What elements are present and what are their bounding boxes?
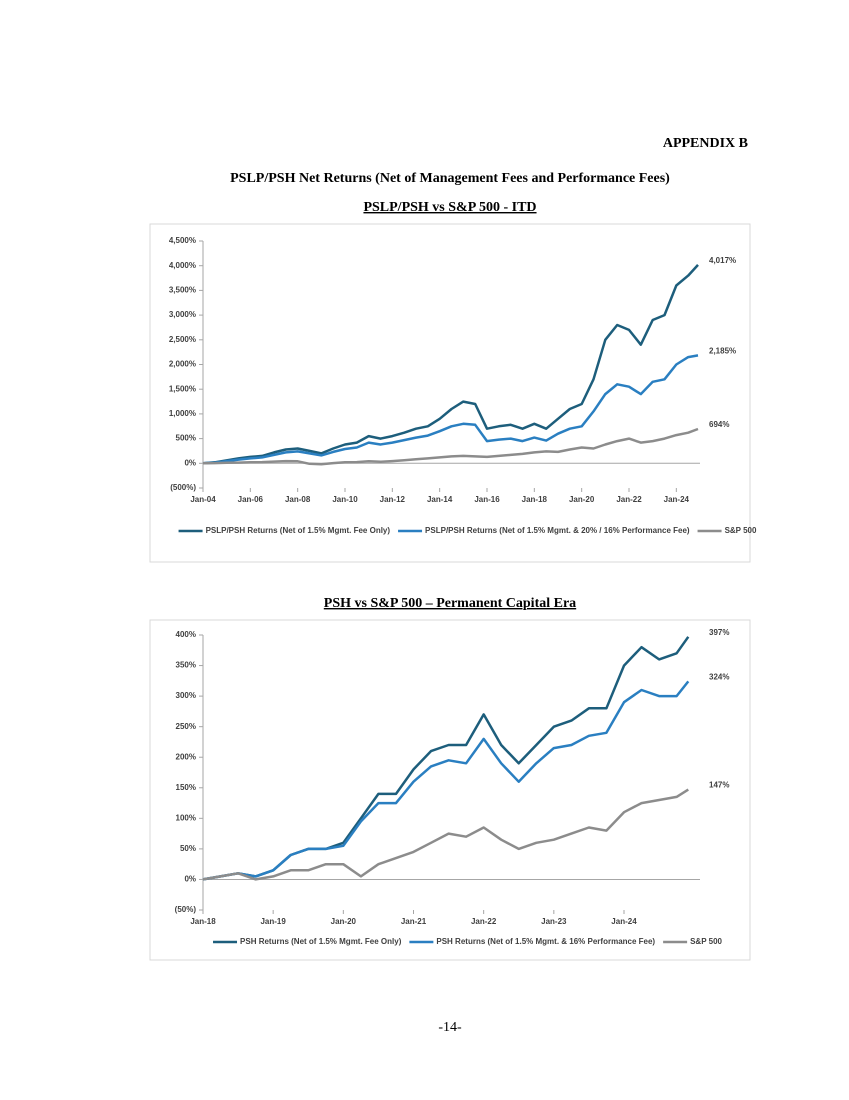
legend-label: PSLP/PSH Returns (Net of 1.5% Mgmt. & 20… bbox=[425, 526, 690, 535]
doc-title: PSLP/PSH Net Returns (Net of Management … bbox=[230, 171, 670, 186]
y-tick-label: (500%) bbox=[170, 483, 196, 492]
chart-title: PSLP/PSH vs S&P 500 - ITD bbox=[363, 200, 536, 215]
y-tick-label: 300% bbox=[176, 691, 196, 700]
x-tick-label: Jan-06 bbox=[238, 495, 264, 504]
y-tick-label: 4,500% bbox=[169, 236, 196, 245]
series-line bbox=[202, 427, 699, 466]
x-tick-label: Jan-08 bbox=[285, 495, 311, 504]
series-line bbox=[202, 264, 699, 465]
x-tick-label: Jan-12 bbox=[380, 495, 406, 504]
end-label: 2,185% bbox=[709, 346, 736, 355]
y-tick-label: 500% bbox=[176, 434, 196, 443]
x-tick-label: Jan-24 bbox=[664, 495, 690, 504]
y-tick-label: 200% bbox=[176, 752, 196, 761]
x-tick-label: Jan-23 bbox=[541, 917, 567, 926]
y-tick-label: 100% bbox=[176, 813, 196, 822]
appendix: APPENDIX B bbox=[663, 136, 748, 151]
x-tick-label: Jan-22 bbox=[616, 495, 642, 504]
x-tick-label: Jan-19 bbox=[260, 917, 286, 926]
y-tick-label: 150% bbox=[176, 783, 196, 792]
legend-label: S&P 500 bbox=[725, 526, 757, 535]
series-line bbox=[202, 680, 690, 881]
y-tick-label: 1,000% bbox=[169, 409, 196, 418]
x-tick-label: Jan-20 bbox=[569, 495, 595, 504]
series-line bbox=[202, 636, 690, 881]
x-tick-label: Jan-24 bbox=[611, 917, 637, 926]
end-label: 397% bbox=[709, 628, 729, 637]
x-tick-label: Jan-18 bbox=[522, 495, 548, 504]
x-tick-label: Jan-20 bbox=[331, 917, 357, 926]
series-line bbox=[202, 354, 699, 465]
chart-frame bbox=[149, 619, 751, 961]
x-tick-label: Jan-14 bbox=[427, 495, 453, 504]
legend-label: PSH Returns (Net of 1.5% Mgmt. Fee Only) bbox=[240, 937, 402, 946]
x-tick-label: Jan-18 bbox=[190, 917, 216, 926]
chart-frame bbox=[149, 223, 751, 563]
y-tick-label: 2,000% bbox=[169, 360, 196, 369]
end-label: 324% bbox=[709, 673, 729, 682]
y-tick-label: 2,500% bbox=[169, 335, 196, 344]
legend-label: PSLP/PSH Returns (Net of 1.5% Mgmt. Fee … bbox=[206, 526, 391, 535]
y-tick-label: 400% bbox=[176, 630, 196, 639]
end-label: 694% bbox=[709, 420, 729, 429]
y-tick-label: 0% bbox=[184, 458, 196, 467]
series-line bbox=[202, 788, 689, 881]
y-tick-label: 250% bbox=[176, 722, 196, 731]
y-tick-label: 50% bbox=[180, 844, 196, 853]
y-tick-label: 350% bbox=[176, 661, 196, 670]
end-label: 147% bbox=[709, 781, 729, 790]
y-tick-label: 3,500% bbox=[169, 286, 196, 295]
x-tick-label: Jan-21 bbox=[401, 917, 427, 926]
x-tick-label: Jan-22 bbox=[471, 917, 497, 926]
x-tick-label: Jan-04 bbox=[190, 495, 216, 504]
legend-label: PSH Returns (Net of 1.5% Mgmt. & 16% Per… bbox=[436, 937, 655, 946]
y-tick-label: (50%) bbox=[175, 905, 197, 914]
chart-title: PSH vs S&P 500 – Permanent Capital Era bbox=[324, 596, 576, 611]
y-tick-label: 0% bbox=[184, 875, 196, 884]
page-number: -14- bbox=[438, 1020, 462, 1035]
x-tick-label: Jan-16 bbox=[474, 495, 500, 504]
end-label: 4,017% bbox=[709, 256, 736, 265]
legend-label: S&P 500 bbox=[690, 937, 722, 946]
y-tick-label: 4,000% bbox=[169, 261, 196, 270]
x-tick-label: Jan-10 bbox=[332, 495, 358, 504]
y-tick-label: 1,500% bbox=[169, 384, 196, 393]
y-tick-label: 3,000% bbox=[169, 310, 196, 319]
